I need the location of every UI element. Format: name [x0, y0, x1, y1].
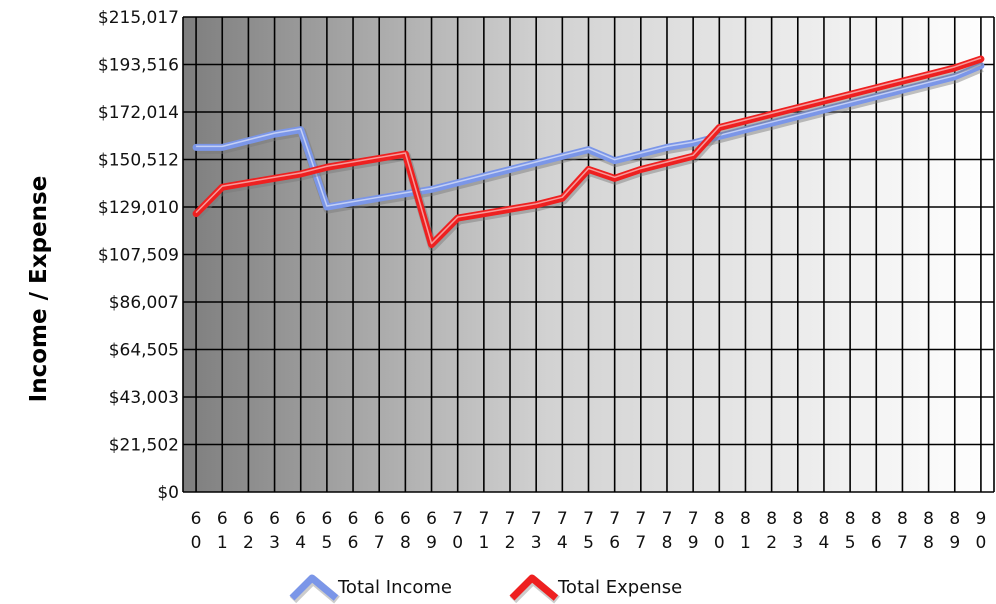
series-highlight [196, 63, 982, 207]
y-axis-ticks: $0 $21,502 $43,003 $64,505 $86,007 $107,509 $1… [98, 8, 179, 503]
legend-label: Total Income [337, 577, 452, 598]
legend: Total Income Total Expense [289, 574, 682, 604]
y-tick-label: $150,512 [98, 150, 179, 170]
y-tick-label: $107,509 [98, 245, 179, 265]
series-line-total-income [192, 62, 985, 211]
legend-swatch [509, 574, 559, 601]
y-tick-label: $64,505 [109, 341, 179, 361]
y-tick-label: $43,003 [109, 388, 179, 408]
y-tick-label: $172,014 [98, 103, 179, 123]
y-tick-label: $86,007 [109, 293, 179, 313]
series [192, 55, 985, 252]
y-tick-label: $215,017 [98, 8, 179, 28]
y-tick-label: $129,010 [98, 198, 179, 218]
y-tick-label: $193,516 [98, 55, 179, 75]
grid [182, 16, 995, 493]
series-highlight [195, 57, 982, 245]
legend-item-total-income: Total Income [289, 574, 452, 604]
y-tick-label: $0 [157, 483, 179, 503]
legend-label: Total Expense [557, 577, 682, 598]
y-tick-label: $21,502 [109, 435, 179, 455]
y-axis-label: Income / Expense [26, 176, 52, 403]
series-total-income [192, 62, 985, 214]
legend-swatch [289, 574, 339, 601]
x-axis-ticks: 6 0 6 1 6 2 6 3 6 4 6 5 6 6 6 7 6 8 6 9 7 0 7 1 7 2 7 3 7 4 7 5 7 6 7 7 7 8 7 9… [191, 509, 987, 553]
legend-item-total-expense: Total Expense [509, 574, 682, 604]
series-total-expense [192, 55, 985, 252]
